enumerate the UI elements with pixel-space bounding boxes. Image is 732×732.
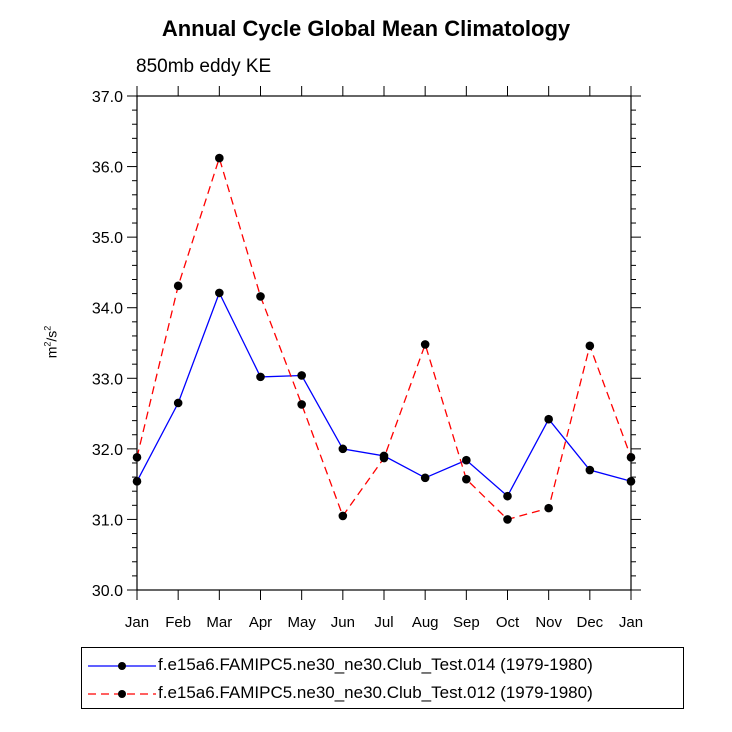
x-tick-label: Jul — [374, 614, 393, 631]
x-tick-label: Dec — [576, 614, 603, 631]
data-point-series-1 — [256, 372, 265, 382]
data-point-series-1 — [420, 473, 430, 483]
data-point-series-2 — [503, 515, 512, 524]
x-tick-label: Jan — [125, 614, 149, 631]
legend-label-series-1: f.e15a6.FAMIPC5.ne30_ne30.Club_Test.014 … — [158, 655, 593, 674]
y-tick-label: 31.0 — [92, 512, 123, 529]
data-point-series-2 — [462, 474, 471, 484]
y-tick-label: 34.0 — [92, 301, 123, 318]
x-tick-label: Mar — [206, 614, 232, 631]
x-tick-label: Feb — [165, 614, 191, 631]
legend-label-series-2: f.e15a6.FAMIPC5.ne30_ne30.Club_Test.012 … — [158, 683, 593, 702]
legend-item-series-1: f.e15a6.FAMIPC5.ne30_ne30.Club_Test.014 … — [82, 650, 683, 680]
data-point-series-2 — [173, 281, 183, 291]
y-tick-label: 37.0 — [92, 89, 123, 106]
x-tick-label: May — [287, 614, 316, 631]
x-tick-label: Aug — [412, 614, 439, 631]
data-point-series-2 — [585, 341, 595, 351]
y-tick-label: 35.0 — [92, 230, 123, 247]
data-point-series-1 — [173, 398, 183, 408]
data-point-series-1 — [626, 477, 636, 486]
data-point-series-2 — [297, 400, 306, 409]
legend: f.e15a6.FAMIPC5.ne30_ne30.Club_Test.014 … — [81, 647, 684, 709]
data-point-series-1 — [585, 465, 595, 475]
data-point-series-1 — [297, 371, 306, 380]
data-point-series-2 — [626, 453, 636, 462]
y-tick-label: 32.0 — [92, 442, 123, 459]
series-line-2 — [136, 155, 632, 521]
data-point-series-2 — [132, 453, 142, 462]
data-point-series-1 — [503, 491, 512, 501]
y-axis-label: m2/s2 — [42, 325, 60, 359]
y-tick-label: 33.0 — [92, 371, 123, 388]
y-tick-label: 30.0 — [92, 583, 123, 600]
data-point-series-1 — [132, 477, 142, 486]
x-tick-label: Apr — [249, 614, 272, 631]
x-tick-label: Nov — [535, 614, 562, 631]
x-tick-label: Jan — [619, 614, 643, 631]
chart-subtitle: 850mb eddy KE — [136, 56, 272, 77]
legend-swatch-series-1 — [88, 662, 156, 670]
data-point-series-2 — [544, 503, 553, 513]
series-line-1 — [136, 291, 632, 498]
x-tick-label: Sep — [453, 614, 480, 631]
data-point-series-1 — [544, 414, 553, 424]
data-point-series-2 — [338, 511, 348, 521]
chart-title: Annual Cycle Global Mean Climatology — [161, 16, 571, 41]
data-point-series-2 — [379, 453, 389, 463]
data-point-series-2 — [420, 340, 430, 349]
data-point-series-2 — [215, 153, 224, 163]
x-tick-label: Jun — [331, 614, 355, 631]
y-tick-label: 36.0 — [92, 160, 123, 177]
legend-item-series-2: f.e15a6.FAMIPC5.ne30_ne30.Club_Test.012 … — [82, 678, 683, 708]
plot-frame — [136, 95, 632, 591]
data-point-series-1 — [338, 444, 348, 454]
data-point-series-1 — [215, 288, 224, 298]
data-point-series-1 — [462, 455, 471, 465]
legend-swatch-series-2 — [88, 690, 156, 698]
x-tick-label: Oct — [496, 614, 520, 631]
data-point-series-2 — [256, 292, 265, 301]
